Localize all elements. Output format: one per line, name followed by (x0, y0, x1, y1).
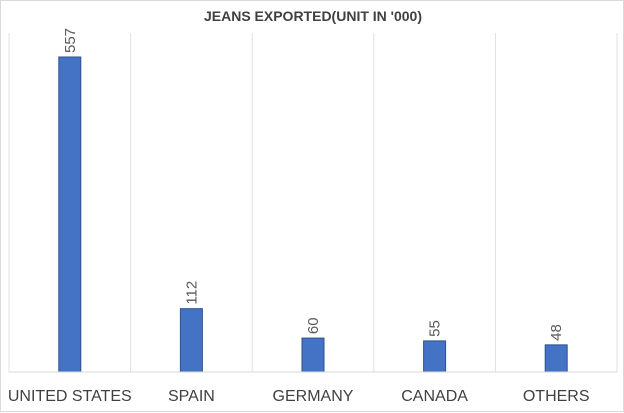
bar-canada (423, 340, 447, 373)
grid-lines (8, 33, 618, 372)
data-label: 55 (427, 320, 444, 337)
x-tick-label: GERMANY (273, 388, 354, 405)
data-label: 112 (183, 281, 200, 305)
x-tick-label: OTHERS (523, 388, 590, 405)
data-label: 557 (62, 28, 79, 53)
data-labels: 557 112 60 55 48 (62, 28, 565, 341)
bar-others (544, 344, 568, 373)
data-label: 48 (548, 324, 565, 341)
bar-spain (179, 308, 203, 373)
x-tick-label: CANADA (401, 388, 468, 405)
bar-germany (301, 337, 325, 373)
chart-title: JEANS EXPORTED(UNIT IN '000) (204, 8, 422, 24)
x-axis-ticks: UNITED STATES SPAIN GERMANY CANADA OTHERS (8, 388, 590, 405)
bar-united-states (58, 56, 82, 373)
bar-series (58, 56, 568, 373)
x-tick-label: UNITED STATES (8, 388, 132, 405)
x-tick-label: SPAIN (168, 388, 215, 405)
data-label: 60 (305, 317, 322, 334)
